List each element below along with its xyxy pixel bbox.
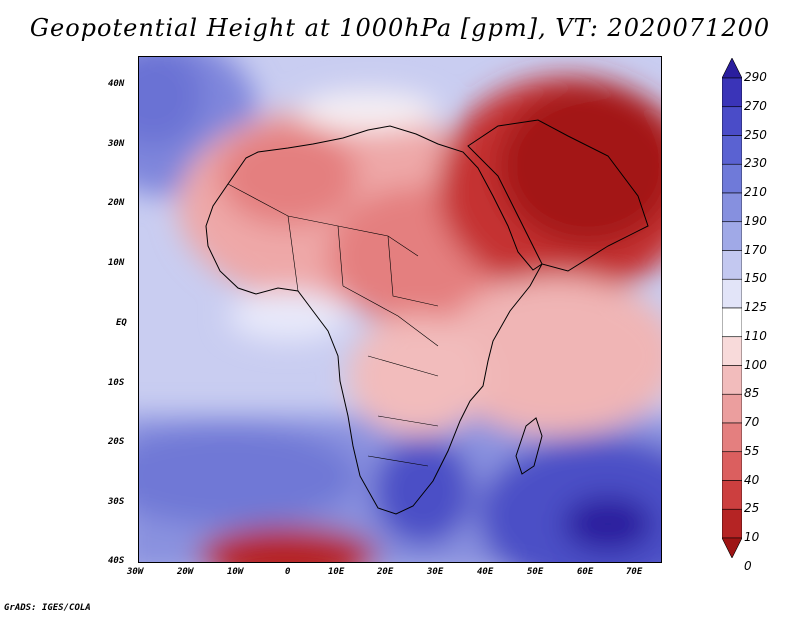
lat-label: 30S: [108, 497, 125, 507]
colorbar-segment: [722, 135, 742, 165]
arabia-outline: [467, 119, 649, 272]
lon-label: 70E: [626, 567, 643, 577]
colorbar-label: 170: [744, 242, 767, 257]
colorbar-segment: [722, 393, 742, 424]
lat-label: 40S: [108, 556, 125, 566]
colorbar-segment: [722, 307, 742, 338]
coastline: [205, 125, 543, 515]
colorbar-segment: [722, 336, 742, 366]
colorbar-segment: [722, 192, 742, 223]
colorbar-segment: [722, 58, 742, 79]
colorbar-label: 125: [744, 300, 767, 314]
lon-label: 10E: [328, 567, 345, 577]
colorbar: [722, 58, 742, 558]
colorbar-label: 110: [744, 328, 767, 343]
lat-label: EQ: [116, 318, 127, 328]
colorbar-label: 250: [744, 127, 767, 142]
lat-label: 10N: [108, 258, 125, 268]
colorbar-label: 10: [744, 530, 760, 544]
colorbar-segment: [722, 365, 742, 395]
colorbar-segment: [722, 250, 742, 280]
lon-label: 40E: [477, 567, 494, 577]
colorbar-segment: [722, 163, 742, 194]
lat-label: 20S: [108, 437, 125, 447]
lon-label: 50E: [527, 567, 544, 577]
colorbar-segment: [722, 537, 742, 558]
lon-label: 20W: [177, 567, 194, 577]
lon-label: 60E: [577, 567, 594, 577]
border-lines: [227, 183, 439, 467]
colorbar-label: 210: [744, 185, 767, 199]
colorbar-segment: [722, 106, 742, 136]
map-title: Geopotential Height at 1000hPa [gpm], VT…: [29, 14, 771, 42]
lon-label: 20E: [377, 567, 394, 577]
colorbar-label: 190: [744, 213, 767, 228]
colorbar-label: 40: [744, 472, 760, 487]
colorbar-segment: [722, 422, 742, 453]
madagascar-outline: [515, 417, 543, 475]
lon-label: 30E: [427, 567, 444, 577]
geopotential-height-map: [138, 56, 662, 563]
colorbar-segment: [722, 77, 742, 108]
colorbar-segment: [722, 480, 742, 510]
colorbar-label: 0: [744, 558, 752, 573]
colorbar-label: 25: [744, 501, 760, 516]
lat-label: 10S: [108, 378, 125, 388]
colorbar-segment: [722, 508, 742, 539]
colorbar-segment: [722, 451, 742, 481]
colorbar-segment: [722, 221, 742, 251]
colorbar-label: 270: [744, 98, 767, 113]
lon-label: 0: [285, 567, 291, 577]
colorbar-label: 230: [744, 156, 767, 171]
footer-credit: GrADS: IGES/COLA: [4, 603, 91, 613]
lon-label: 10W: [227, 567, 244, 577]
lat-label: 20N: [108, 198, 125, 208]
lon-label: 30W: [127, 567, 144, 577]
colorbar-label: 290: [744, 70, 767, 84]
colorbar-label: 85: [744, 386, 760, 401]
lat-label: 40N: [108, 79, 125, 89]
colorbar-label: 100: [744, 357, 767, 372]
colorbar-segment: [722, 278, 742, 309]
colorbar-label: 150: [744, 271, 767, 286]
colorbar-label: 55: [744, 443, 760, 458]
lat-label: 30N: [108, 139, 125, 149]
colorbar-label: 70: [744, 415, 760, 429]
